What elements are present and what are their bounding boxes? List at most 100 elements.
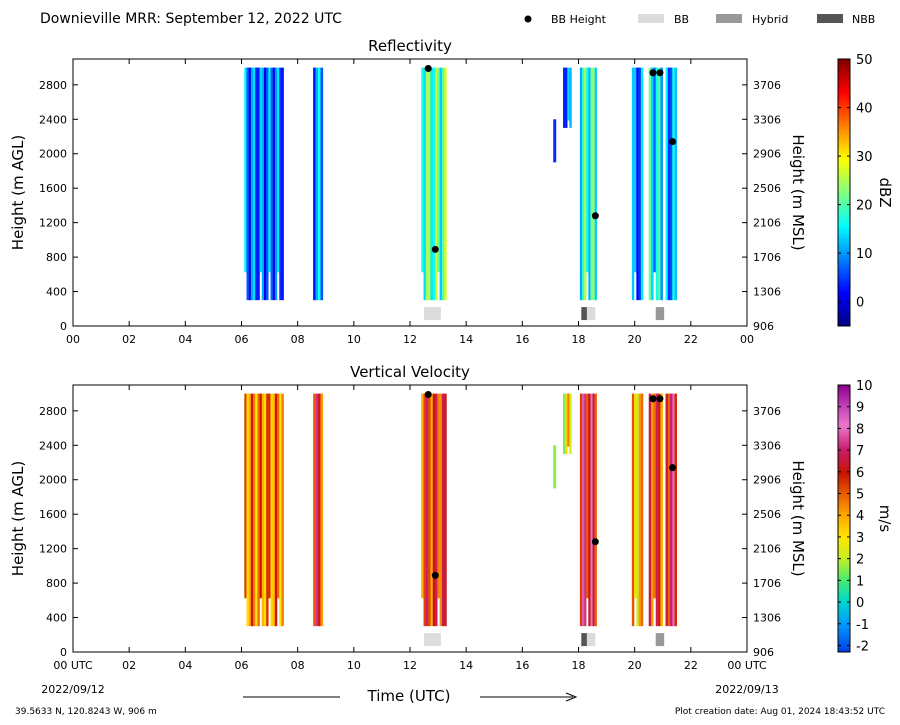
colorbar-segment xyxy=(838,514,850,517)
colorbar-tick-label: 4 xyxy=(856,509,864,524)
heatmap-cell xyxy=(250,67,254,301)
colorbar-segment xyxy=(838,323,850,327)
colorbar-segment xyxy=(838,250,850,253)
colorbar-tick-label: 50 xyxy=(856,53,873,68)
heatmap-cell xyxy=(670,393,673,627)
colorbar-segment xyxy=(838,134,850,138)
y-tick-label: 400 xyxy=(46,612,67,625)
heatmap-cell xyxy=(579,67,583,301)
colorbar-segment xyxy=(838,600,850,604)
y-tick-label: 400 xyxy=(46,286,67,299)
colorbar-segment xyxy=(838,565,850,568)
y-tick-label: 1600 xyxy=(39,182,67,195)
colorbar-segment xyxy=(838,228,850,231)
heatmap-cell xyxy=(313,67,316,301)
colorbar-segment xyxy=(838,101,850,104)
heatmap-cell xyxy=(244,393,247,599)
colorbar-segment xyxy=(838,409,850,413)
colorbar-segment xyxy=(838,627,850,631)
colorbar-segment xyxy=(838,288,850,291)
colorbar-segment xyxy=(838,465,850,468)
colorbar-segment xyxy=(838,589,850,593)
colorbar-segment xyxy=(838,168,850,171)
heatmap-cell xyxy=(318,67,321,301)
colorbar-segment xyxy=(838,616,850,620)
colorbar-segment xyxy=(838,469,850,473)
colorbar-segment xyxy=(838,442,850,446)
heatmap-cell xyxy=(261,393,265,627)
colorbar-segment xyxy=(838,159,850,162)
heatmap-cell xyxy=(421,393,424,599)
colorbar-tick-label: 3 xyxy=(856,531,864,546)
x-tick-label: 06 xyxy=(235,333,249,346)
colorbar-segment xyxy=(838,623,850,626)
colorbar-segment xyxy=(838,538,850,542)
colorbar-segment xyxy=(838,563,850,566)
heatmap-cell xyxy=(259,393,262,599)
heatmap-cell xyxy=(437,67,440,273)
colorbar-segment xyxy=(838,268,850,271)
heatmap-cell xyxy=(651,67,654,301)
colorbar-segment xyxy=(838,611,850,615)
colorbar-segment xyxy=(838,312,850,316)
colorbar-segment xyxy=(838,580,850,584)
colorbar-segment xyxy=(838,70,850,73)
colorbar-segment xyxy=(838,447,850,450)
colorbar-segment xyxy=(838,496,850,499)
colorbar-segment xyxy=(838,534,850,537)
colorbar-segment xyxy=(838,547,850,551)
x-tick-label: 12 xyxy=(403,659,417,672)
y-tick-right-label: 3706 xyxy=(753,405,781,418)
y-tick-right-label: 2906 xyxy=(753,474,781,487)
colorbar-segment xyxy=(838,569,850,573)
heatmap-cell xyxy=(263,393,267,627)
colorbar-segment xyxy=(838,525,850,528)
x-tick-label: 18 xyxy=(572,659,586,672)
x-tick-label: 02 xyxy=(122,333,136,346)
bb-type-box-nbb xyxy=(581,307,587,321)
colorbar-segment xyxy=(838,614,850,617)
bb-type-box-hybrid xyxy=(655,633,665,647)
y-tick-label: 2400 xyxy=(39,439,67,452)
colorbar-segment xyxy=(838,65,850,69)
colorbar-segment xyxy=(838,389,850,393)
colorbar-segment xyxy=(838,433,850,437)
colorbar-segment xyxy=(838,321,850,325)
colorbar-segment xyxy=(838,259,850,262)
heatmap-cell xyxy=(565,67,568,128)
colorbar-segment xyxy=(838,130,850,133)
colorbar-segment xyxy=(838,458,850,462)
colorbar-segment xyxy=(838,560,850,564)
colorbar-segment xyxy=(838,172,850,176)
colorbar-tick-label: 20 xyxy=(856,199,873,214)
y-tick-right-label: 1306 xyxy=(753,286,781,299)
colorbar-segment xyxy=(838,425,850,428)
colorbar-segment xyxy=(838,516,850,519)
y-tick-right-label: 1706 xyxy=(753,251,781,264)
colorbar-segment xyxy=(838,551,850,555)
legend-label-nbb: NBB xyxy=(852,13,875,26)
colorbar-segment xyxy=(838,279,850,282)
colorbar-segment xyxy=(838,427,850,430)
x-tick-label: 04 xyxy=(178,659,192,672)
bb-height-point xyxy=(669,138,677,146)
y-tick-right-label: 3706 xyxy=(753,79,781,92)
colorbar-segment xyxy=(838,603,850,606)
heatmap-cell xyxy=(246,393,249,627)
y-tick-right-label: 2106 xyxy=(753,217,781,230)
colorbar-segment xyxy=(838,132,850,136)
colorbar-segment xyxy=(838,123,850,127)
y-axis-right-label: Height (m MSL) xyxy=(789,460,807,576)
colorbar-segment xyxy=(838,112,850,116)
x-tick-label: 20 xyxy=(628,333,642,346)
y-tick-label: 2000 xyxy=(39,474,67,487)
y-tick-right-label: 3306 xyxy=(753,113,781,126)
colorbar-label: m/s xyxy=(876,505,894,533)
colorbar-segment xyxy=(838,239,850,242)
heatmap-cell xyxy=(586,67,589,273)
heatmap-cells xyxy=(244,67,677,301)
heatmap-cell xyxy=(631,393,635,627)
colorbar-segment xyxy=(838,261,850,265)
colorbar-segment xyxy=(838,210,850,213)
